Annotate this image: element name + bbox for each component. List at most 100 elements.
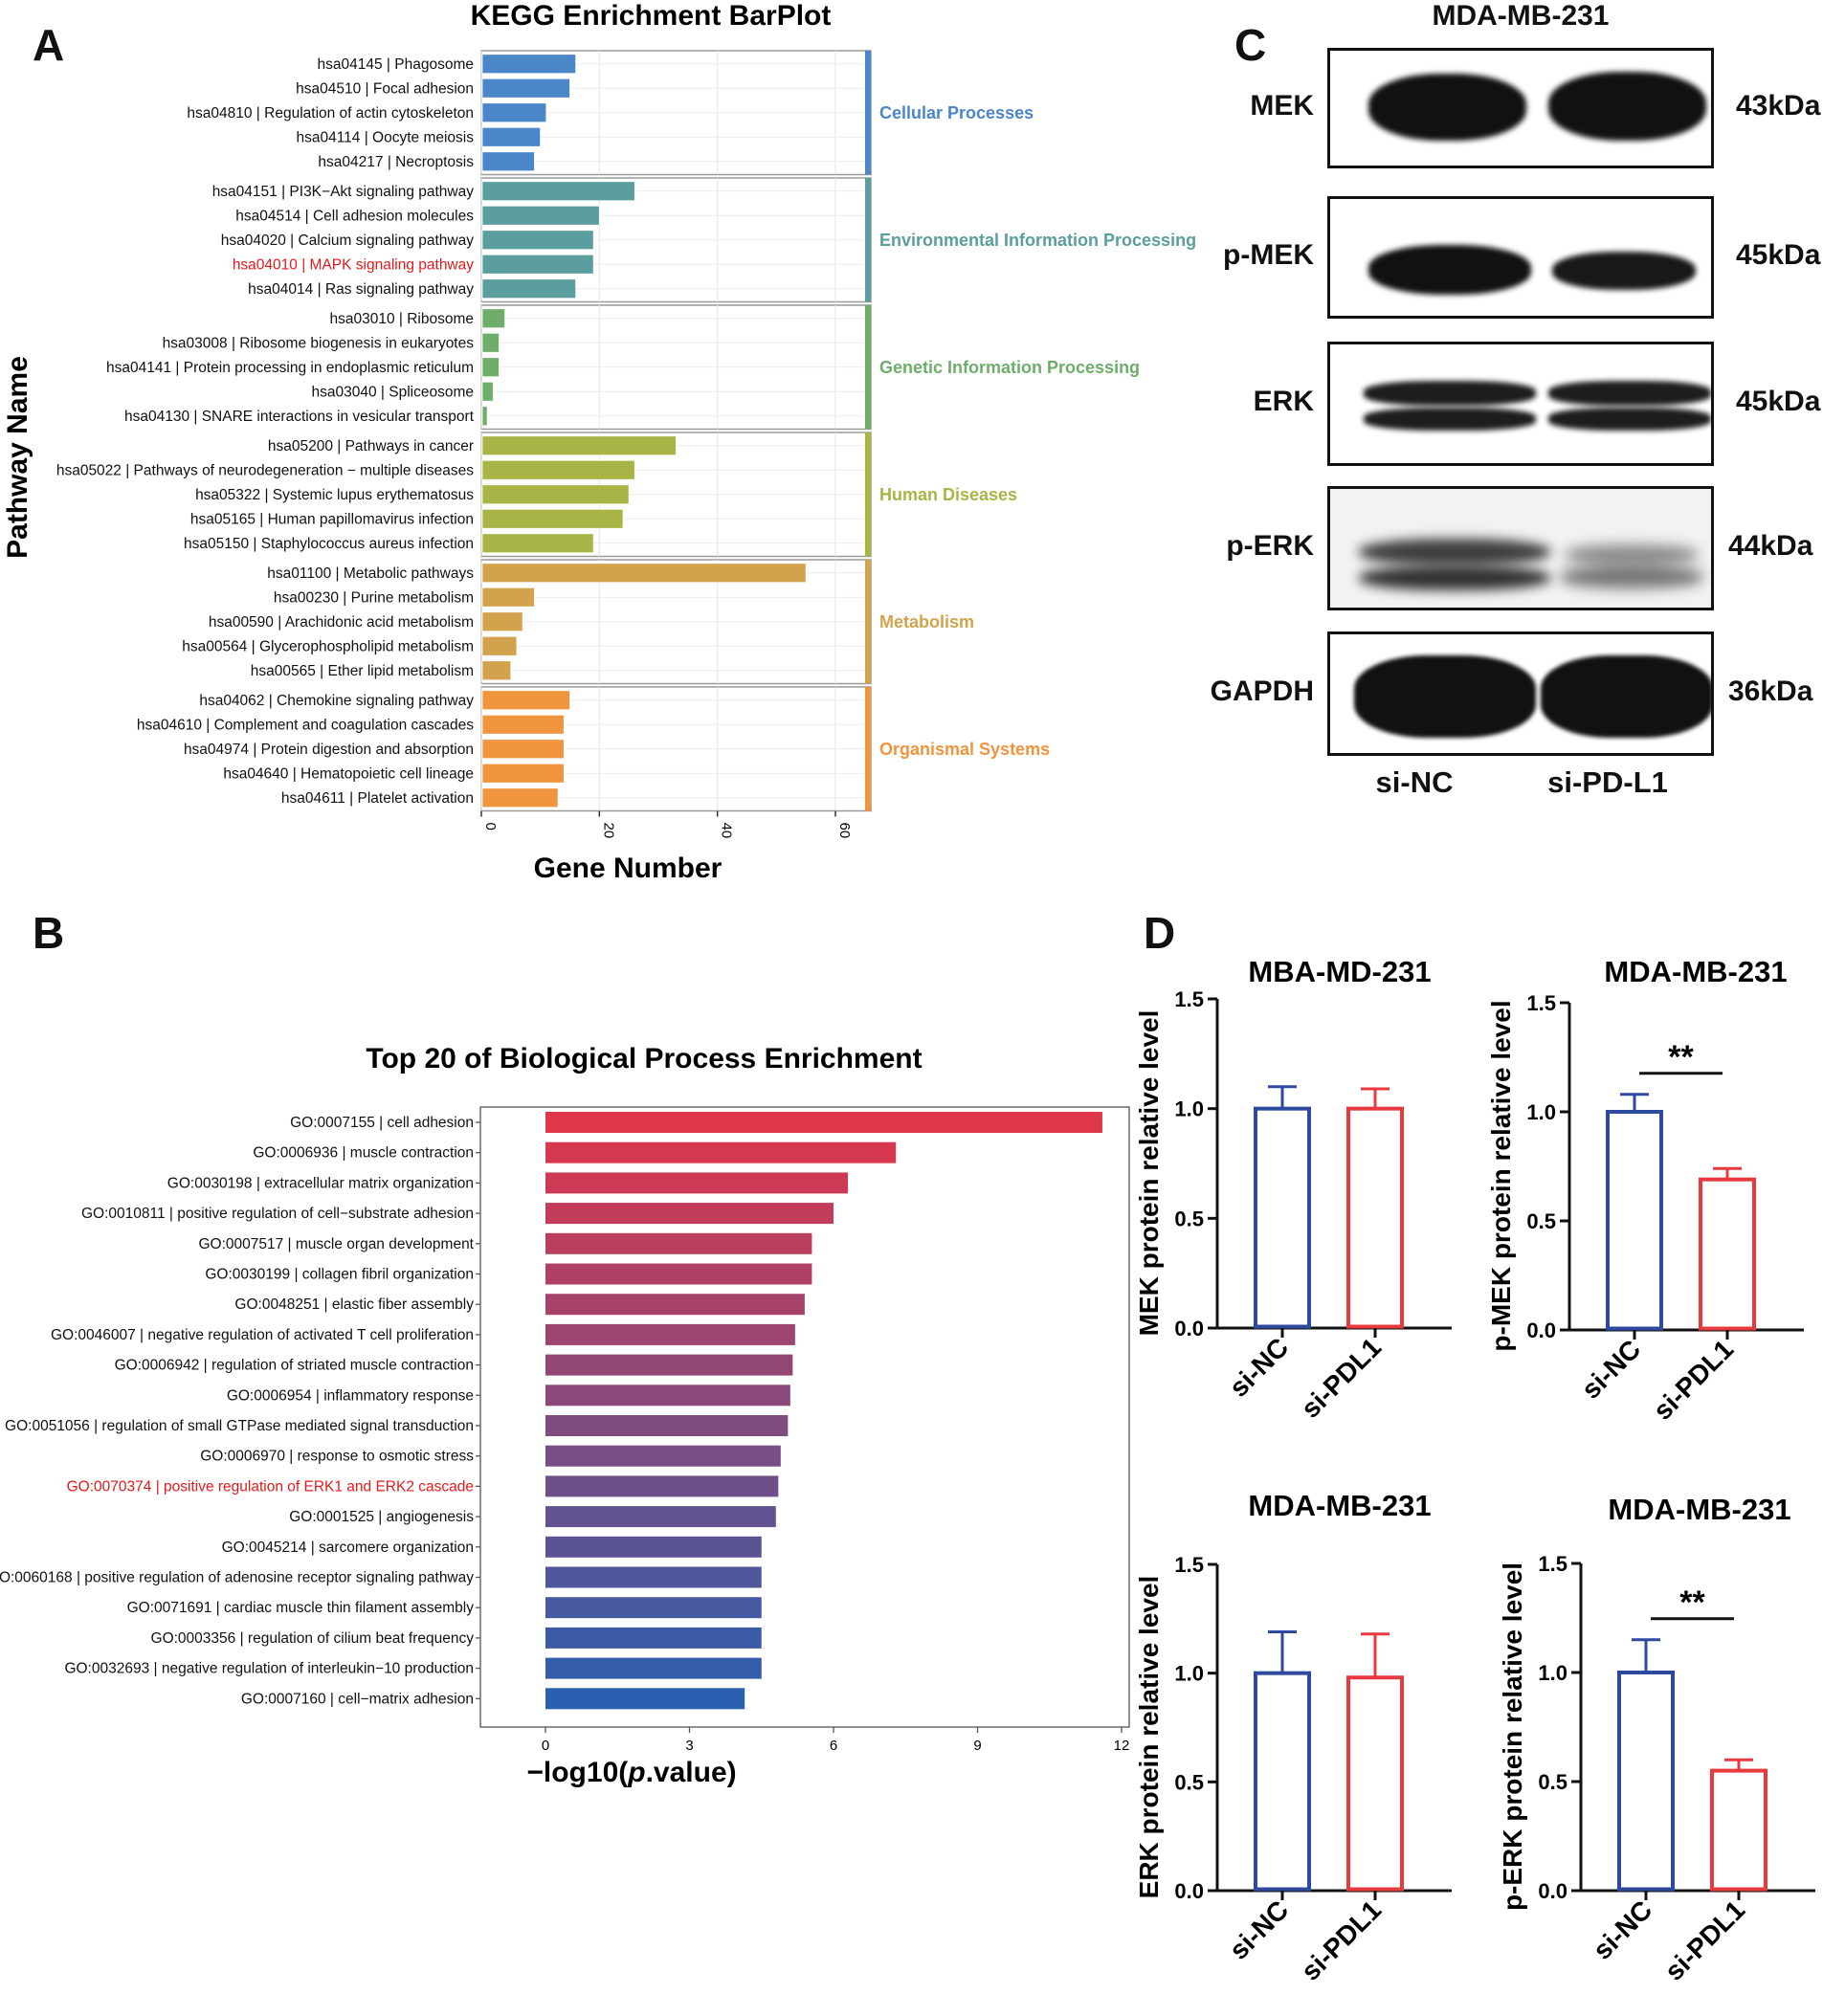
pmek-y-tick-label: 1.5 [1526,991,1556,1015]
perk-x-tick-label: si-PDL1 [1659,1894,1751,1986]
go-chart-title: Top 20 of Biological Process Enrichment [366,1043,922,1074]
kegg-group-strip [865,560,871,684]
pmek-y-tick-label: 0.0 [1526,1318,1556,1342]
blot-band [1368,74,1526,141]
perk-chart-title: MDA-MB-231 [1608,1493,1790,1526]
mek-y-tick-label: 1.0 [1174,1097,1204,1121]
go-bar-go-0051056 [545,1415,789,1436]
go-bar-go-0007160 [545,1688,745,1710]
kegg-bar-hsa04514 [481,205,600,226]
pmek-y-tick-label: 1.0 [1526,1100,1556,1124]
go-bar-go-0070374 [545,1475,779,1497]
kegg-category-label: hsa03040 | Spliceosome [312,384,474,400]
go-x-tick-label: 0 [542,1738,549,1754]
chart-perk: MDA-MB-231 p-ERK protein relative level 0.… [1498,1493,1815,1986]
kegg-category-label: hsa03008 | Ribosome biogenesis in eukary… [163,335,475,351]
go-bar-go-0048251 [545,1294,805,1316]
erk-y-tick-label: 1.5 [1174,1553,1204,1577]
kegg-x-axis-label: Gene Number [534,853,723,884]
wb-sample-si-pd-l1: si-PD-L1 [1547,765,1668,799]
kegg-category-label: hsa04810 | Regulation of actin cytoskele… [187,105,474,122]
kegg-group-label: Genetic Information Processing [879,358,1140,377]
perk-y-tick-label: 1.0 [1538,1661,1567,1685]
go-category-label: GO:0007160 | cell−matrix adhesion [241,1691,474,1707]
go-bar-go-0030199 [545,1263,812,1285]
go-category-label: GO:0006936 | muscle contraction [253,1145,474,1162]
mek-x-tick-label: si-NC [1224,1332,1295,1403]
kegg-group-label: Environmental Information Processing [879,231,1196,250]
go-category-label: GO:0046007 | negative regulation of acti… [51,1327,474,1343]
blot-band [1368,245,1531,295]
pmek-significance-label: ** [1668,1039,1694,1075]
kegg-group-strip [865,432,871,557]
mek-y-tick-label: 1.5 [1174,987,1204,1011]
mek-y-tick-label: 0.5 [1174,1207,1204,1230]
mek-y-tick-label: 0.0 [1174,1317,1204,1340]
kegg-x-tick-label: 20 [600,823,616,839]
kegg-bar-hsa05150 [481,533,594,554]
kegg-category-label: hsa00230 | Purine metabolism [274,589,474,606]
kegg-category-label: hsa04010 | MAPK signaling pathway [233,256,474,273]
go-bar-go-0006942 [545,1354,793,1376]
kegg-category-label: hsa04974 | Protein digestion and absorpt… [184,742,474,758]
erk-y-axis-label: ERK protein relative level [1134,1576,1164,1899]
kegg-category-label: hsa04145 | Phagosome [318,56,474,73]
perk-bar-si-pdl1 [1710,1768,1767,1892]
perk-y-tick-label: 0.0 [1538,1879,1567,1903]
blot-kda-p-mek: 45kDa [1736,239,1821,271]
blot-erk [1327,342,1714,466]
kegg-bar-hsa04014 [481,278,577,299]
kegg-bar-hsa00564 [481,635,518,656]
erk-x-tick-label: si-NC [1224,1894,1295,1965]
kegg-category-label: hsa04514 | Cell adhesion molecules [235,208,474,224]
blot-band [1552,252,1696,290]
go-x-tick-label: 6 [830,1738,837,1754]
go-category-label: GO:0007155 | cell adhesion [290,1115,474,1131]
go-category-label: GO:0032693 | negative regulation of inte… [64,1661,474,1677]
kegg-bar-hsa03008 [481,332,500,353]
kegg-bar-hsa04151 [481,181,635,202]
western-blot-title: MDA-MB-231 [1432,0,1610,32]
go-category-label: GO:0071691 | cardiac muscle thin filamen… [127,1600,475,1616]
panel-label-b: B [33,908,65,958]
blot-band [1364,381,1536,406]
kegg-bar-hsa04640 [481,763,565,784]
go-bar-go-0045214 [545,1536,762,1558]
go-bar-go-0032693 [545,1657,762,1679]
blot-band [1565,544,1699,565]
perk-y-axis-label: p-ERK protein relative level [1498,1562,1527,1911]
go-category-label: GO:0051056 | regulation of small GTPase … [5,1418,474,1434]
panel-label-d: D [1144,908,1176,958]
blot-label-erk: ERK [1253,386,1314,417]
kegg-bar-hsa05322 [481,484,630,505]
go-bar-go-0071691 [545,1597,762,1619]
kegg-category-label: hsa05022 | Pathways of neurodegeneration… [56,462,474,478]
blot-kda-p-erk: 44kDa [1728,530,1813,562]
go-x-tick-label: 9 [973,1738,981,1754]
kegg-group-label: Human Diseases [879,485,1017,504]
kegg-bar-hsa04974 [481,739,565,760]
pmek-chart-title: MDA-MB-231 [1604,955,1787,988]
blot-p-mek [1327,196,1714,319]
panel-label-c: C [1234,20,1267,70]
kegg-y-axis-label: Pathway Name [2,356,33,559]
blot-mek [1327,48,1714,168]
erk-bar-si-nc [1254,1671,1311,1892]
kegg-group-label: Cellular Processes [879,103,1034,122]
go-x-axis-label: −log10(p.value) [526,1757,736,1788]
go-category-label: GO:0007517 | muscle organ development [198,1236,474,1252]
wb-sample-si-nc: si-NC [1375,765,1454,799]
go-category-label: GO:0006954 | inflammatory response [227,1387,474,1404]
kegg-category-label: hsa04020 | Calcium signaling pathway [221,233,474,249]
pmek-x-tick-label: si-PDL1 [1648,1334,1740,1426]
kegg-chart-title: KEGG Enrichment BarPlot [471,0,832,32]
blot-kda-mek: 43kDa [1736,90,1821,122]
blot-band [1560,565,1703,588]
kegg-bar-hsa03010 [481,308,506,329]
kegg-x-tick-label: 40 [719,823,735,839]
blot-band [1359,539,1550,565]
quantification-charts: MBA-MD-231 MEK protein relative level 0.0 0… [1134,955,1815,1986]
chart-mek: MBA-MD-231 MEK protein relative level 0.0 0… [1134,955,1452,1424]
erk-y-tick-label: 0.5 [1174,1770,1204,1794]
pmek-y-tick-label: 0.5 [1526,1209,1556,1233]
